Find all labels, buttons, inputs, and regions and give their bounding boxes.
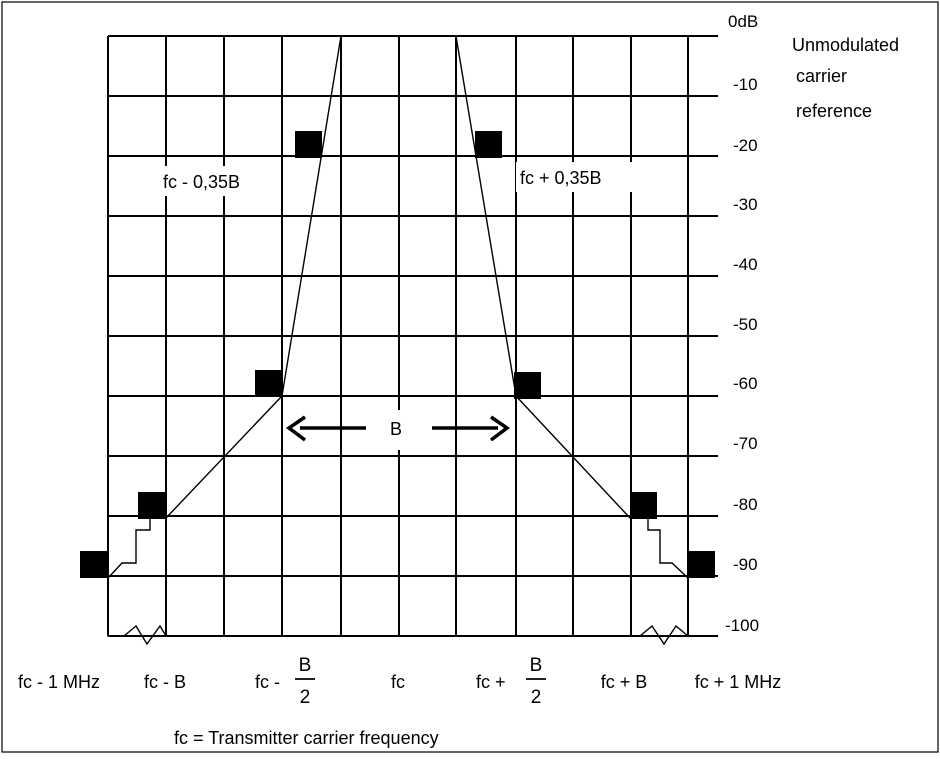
- y-tick-label: -40: [733, 255, 758, 274]
- fraction-denominator: 2: [531, 687, 542, 708]
- reference-label-line: reference: [796, 101, 872, 121]
- y-axis-tick-labels: 0dB -10 -20 -30 -40 -50 -60 -70 -80 -90 …: [725, 12, 759, 635]
- y-tick-label: -20: [733, 136, 758, 155]
- mask-left-curve: [107, 35, 342, 579]
- mask-point-marker: [80, 551, 107, 578]
- spectrum-mask-outline: [107, 35, 689, 646]
- right-arrow-icon: [489, 415, 510, 442]
- mask-right-curve: [455, 35, 689, 579]
- footnote: fc = Transmitter carrier frequency: [174, 728, 439, 748]
- reference-label-line: Unmodulated: [792, 35, 899, 55]
- annotation-background: [516, 162, 634, 192]
- fraction-numerator: B: [530, 655, 543, 676]
- mask-point-marker: [138, 492, 165, 519]
- annotation-background: [158, 166, 276, 196]
- left-break-zigzag: [107, 578, 167, 646]
- fraction-denominator: 2: [300, 687, 311, 708]
- x-label-fc-minus-b: fc - B: [144, 672, 186, 692]
- y-tick-label: -100: [725, 616, 759, 635]
- x-label-fc-minus-1mhz: fc - 1 MHz: [18, 672, 100, 692]
- x-label-fc-plus-1mhz: fc + 1 MHz: [695, 672, 782, 692]
- x-label-fc-plus-b: fc + B: [601, 672, 648, 692]
- mask-point-marker: [295, 131, 322, 158]
- mask-point-marker: [475, 131, 502, 158]
- right-break-zigzag: [630, 578, 689, 646]
- y-tick-label: 0dB: [728, 12, 758, 31]
- y-tick-label: -60: [733, 374, 758, 393]
- y-tick-label: -70: [733, 434, 758, 453]
- mask-point-markers: [80, 131, 715, 578]
- y-tick-label: -50: [733, 315, 758, 334]
- x-label-fc-minus-b-half: fc - B 2: [255, 655, 315, 708]
- grid: [107, 35, 718, 637]
- bandwidth-label-background: [364, 410, 430, 450]
- x-label-fc: fc: [391, 672, 405, 692]
- mask-point-marker: [630, 492, 657, 519]
- y-tick-label: -30: [733, 195, 758, 214]
- mask-point-marker: [688, 551, 715, 578]
- mask-point-marker: [514, 372, 541, 399]
- fraction-numerator: B: [299, 655, 312, 676]
- annotation-fc-minus-035b: fc - 0,35B: [163, 172, 240, 192]
- bandwidth-indicator: B: [286, 410, 510, 450]
- annotation-fc-plus-035b: fc + 0,35B: [520, 168, 602, 188]
- x-label-prefix: fc -: [255, 672, 285, 692]
- y-tick-label: -90: [733, 555, 758, 574]
- x-label-prefix: fc +: [476, 672, 511, 692]
- x-label-fc-plus-b-half: fc + B 2: [476, 655, 546, 708]
- mask-point-marker: [255, 370, 282, 397]
- left-arrow-icon: [286, 415, 307, 442]
- y-tick-label: -80: [733, 495, 758, 514]
- y-tick-label: -10: [733, 75, 758, 94]
- reference-label-line: carrier: [796, 66, 847, 86]
- x-axis-labels: fc - 1 MHz fc - B fc - B 2 fc fc + B 2 f…: [18, 655, 781, 708]
- bandwidth-label: B: [390, 419, 402, 439]
- reference-label: Unmodulated carrier reference: [792, 35, 899, 121]
